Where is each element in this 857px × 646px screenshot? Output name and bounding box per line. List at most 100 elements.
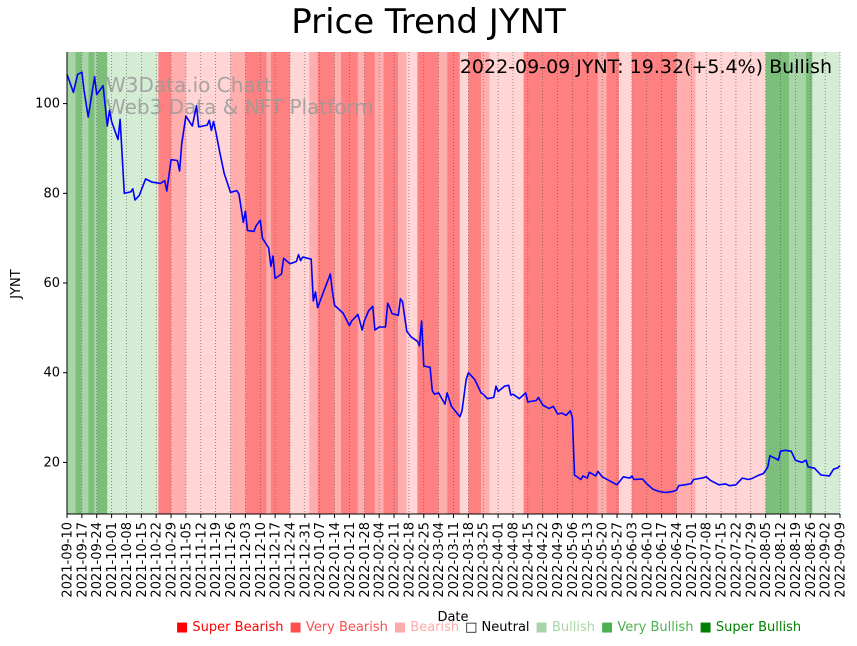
- x-tick-label: 2021-09-24: [90, 522, 105, 598]
- y-axis-ticks: 20 40 60 80 100: [35, 97, 67, 470]
- sentiment-band: [245, 52, 267, 514]
- x-tick-label: 2021-12-03: [239, 522, 254, 598]
- sentiment-band: [96, 52, 108, 514]
- y-tick-label: 100: [35, 97, 60, 112]
- x-tick-label: 2021-12-10: [254, 522, 269, 598]
- legend-label: Very Bearish: [301, 620, 388, 635]
- sentiment-band: [75, 52, 82, 514]
- watermark: W3Data.io Chart Web3 Data & NFT Platform: [106, 73, 374, 119]
- x-tick-label: 2021-10-08: [120, 522, 135, 598]
- y-tick-label: 20: [43, 455, 60, 470]
- x-tick-label: 2021-12-24: [283, 522, 298, 598]
- x-tick-label: 2022-05-27: [611, 522, 626, 598]
- x-tick-label: 2022-08-12: [774, 522, 789, 598]
- sentiment-band: [806, 52, 813, 514]
- sentiment-band: [107, 52, 159, 514]
- sentiment-band: [88, 52, 95, 514]
- x-tick-label: 2022-06-17: [655, 522, 670, 598]
- sentiment-band: [270, 52, 290, 514]
- x-tick-label: 2021-11-05: [179, 522, 194, 598]
- x-tick-label: 2021-11-12: [194, 522, 209, 598]
- price-line: [66, 71, 841, 494]
- sentiment-band: [606, 52, 620, 514]
- sentiment-band: [789, 52, 807, 514]
- sentiment-band: [468, 52, 482, 514]
- legend-label: Super Bullish: [711, 620, 802, 635]
- legend-item: ■ Super Bullish: [699, 620, 801, 635]
- legend-item: ■ Super Bearish: [176, 620, 284, 635]
- sentiment-band: [266, 52, 271, 514]
- sentiment-band: [158, 52, 172, 514]
- x-tick-label: 2022-08-19: [789, 522, 804, 598]
- legend-marker: □: [465, 620, 478, 635]
- x-tick-label: 2022-01-28: [358, 522, 373, 598]
- legend-marker: ■: [535, 620, 548, 635]
- legend-label: Super Bearish: [188, 620, 284, 635]
- legend-label: Very Bullish: [613, 620, 694, 635]
- price-annotation: 2022-09-09 JYNT: 19.32(+5.4%) Bullish: [460, 56, 832, 78]
- sentiment-band: [619, 52, 632, 514]
- sentiment-band: [67, 52, 76, 514]
- x-axis-label: Date: [437, 610, 468, 625]
- x-tick-label: 2022-01-21: [343, 522, 358, 598]
- x-tick-label: 2021-09-17: [75, 522, 90, 598]
- x-tick-label: 2022-02-11: [388, 522, 403, 598]
- sentiment-band: [185, 52, 231, 514]
- sentiment-band: [695, 52, 766, 514]
- sentiment-band: [631, 52, 677, 514]
- x-tick-label: 2022-07-22: [729, 522, 744, 598]
- legend-marker: ■: [289, 620, 302, 635]
- sentiment-bands: [67, 52, 840, 514]
- x-tick-label: 2022-01-07: [313, 522, 328, 598]
- sentiment-band: [765, 52, 790, 514]
- sentiment-band: [357, 52, 365, 514]
- legend-item: □ Neutral: [465, 620, 529, 635]
- x-tick-label: 2022-04-29: [551, 522, 566, 598]
- legend: ■ Super Bearish ■ Very Bearish ■ Bearish □ …: [176, 620, 807, 635]
- sentiment-band: [334, 52, 341, 514]
- x-tick-label: 2022-03-04: [432, 522, 447, 598]
- sentiment-band: [94, 52, 97, 514]
- vertical-gridlines: [66, 52, 841, 514]
- sentiment-band: [676, 52, 696, 514]
- sentiment-band: [81, 52, 89, 514]
- x-tick-label: 2022-08-05: [759, 522, 774, 598]
- sentiment-band: [406, 52, 418, 514]
- x-tick-label: 2022-06-03: [625, 522, 640, 598]
- x-tick-label: 2021-09-10: [61, 522, 76, 598]
- legend-item: ■ Bearish: [394, 620, 459, 635]
- x-tick-label: 2022-05-13: [581, 522, 596, 598]
- x-tick-label: 2022-09-02: [819, 522, 834, 598]
- legend-marker: ■: [600, 620, 614, 635]
- x-tick-label: 2021-10-29: [165, 522, 180, 598]
- legend-marker: ■: [699, 620, 712, 635]
- x-tick-label: 2022-04-15: [521, 522, 536, 598]
- x-tick-label: 2022-07-15: [715, 522, 730, 598]
- x-tick-label: 2022-04-01: [492, 522, 507, 598]
- x-tick-label: 2022-06-10: [640, 522, 655, 598]
- sentiment-band: [383, 52, 399, 514]
- sentiment-band: [812, 52, 840, 514]
- x-tick-label: 2022-06-24: [670, 522, 685, 598]
- legend-label: Neutral: [477, 620, 530, 635]
- sentiment-band: [309, 52, 318, 514]
- y-tick-label: 80: [43, 186, 60, 201]
- sentiment-band: [489, 52, 524, 514]
- sentiment-band: [417, 52, 439, 514]
- x-tick-label: 2022-03-11: [447, 522, 462, 598]
- sentiment-band: [481, 52, 490, 514]
- x-tick-label: 2021-12-17: [269, 522, 284, 598]
- sentiment-band: [438, 52, 448, 514]
- x-tick-label: 2021-12-31: [298, 522, 313, 598]
- watermark-line-2: Web3 Data & NFT Platform: [106, 95, 374, 119]
- legend-marker: ■: [393, 620, 407, 635]
- y-tick-label: 40: [43, 366, 60, 381]
- x-tick-label: 2022-01-14: [328, 522, 343, 598]
- legend-item: ■ Very Bullish: [601, 620, 694, 635]
- x-tick-label: 2022-03-25: [477, 522, 492, 598]
- x-tick-label: 2022-04-22: [536, 522, 551, 598]
- sentiment-band: [459, 52, 469, 514]
- sentiment-band: [171, 52, 186, 514]
- watermark-line-1: W3Data.io Chart: [106, 73, 272, 97]
